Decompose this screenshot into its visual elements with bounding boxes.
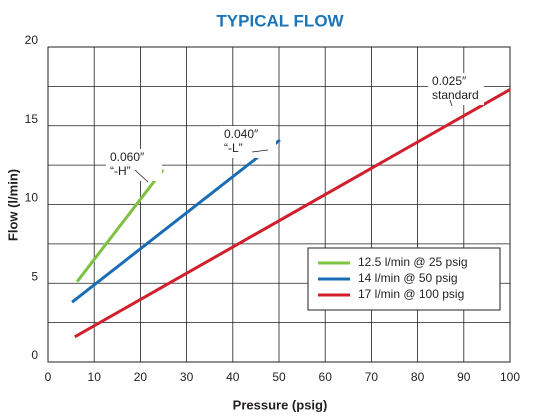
x-tick-label: 0 [45, 370, 52, 384]
leader-line [134, 169, 149, 183]
line [71, 138, 281, 304]
y-tick-label: 0 [31, 348, 38, 362]
annotation: 0.025″ [432, 74, 467, 88]
leader-line [251, 149, 269, 153]
x-tick-label: 60 [319, 370, 333, 384]
y-tick-label: 15 [25, 112, 39, 126]
legend-label: 12.5 l/min @ 25 psig [358, 255, 468, 269]
x-axis-label: Pressure (psig) [233, 397, 328, 412]
x-tick-label: 90 [457, 370, 471, 384]
x-tick-label: 80 [411, 370, 425, 384]
y-tick-label: 20 [25, 33, 39, 47]
y-axis-label: Flow (l/min) [5, 169, 20, 241]
x-tick-label: 30 [180, 370, 194, 384]
annotation: “-L” [224, 141, 243, 155]
x-tick-label: 50 [272, 370, 286, 384]
plot-frame [47, 46, 511, 363]
x-tick-label: 20 [134, 370, 148, 384]
annotation-bg [428, 73, 484, 105]
y-tick-label: 5 [31, 269, 38, 283]
y-tick-label: 10 [25, 191, 39, 205]
x-tick-label: 40 [226, 370, 240, 384]
annotation-bg [220, 126, 276, 158]
x-tick-label: 100 [500, 370, 520, 384]
line [74, 88, 511, 339]
x-tick-label: 10 [88, 370, 102, 384]
leader-line [449, 99, 453, 107]
annotation: 0.040″ [224, 127, 259, 141]
annotation: “-H” [110, 164, 131, 178]
line [75, 168, 165, 283]
annotation: standard [432, 88, 479, 102]
x-tick-label: 70 [365, 370, 379, 384]
legend-label: 14 l/min @ 50 psig [358, 271, 458, 285]
annotation-bg [106, 149, 162, 181]
annotation: 0.060″ [110, 150, 145, 164]
chart-title: TYPICAL FLOW [216, 11, 344, 30]
legend-label: 17 l/min @ 100 psig [358, 287, 464, 301]
